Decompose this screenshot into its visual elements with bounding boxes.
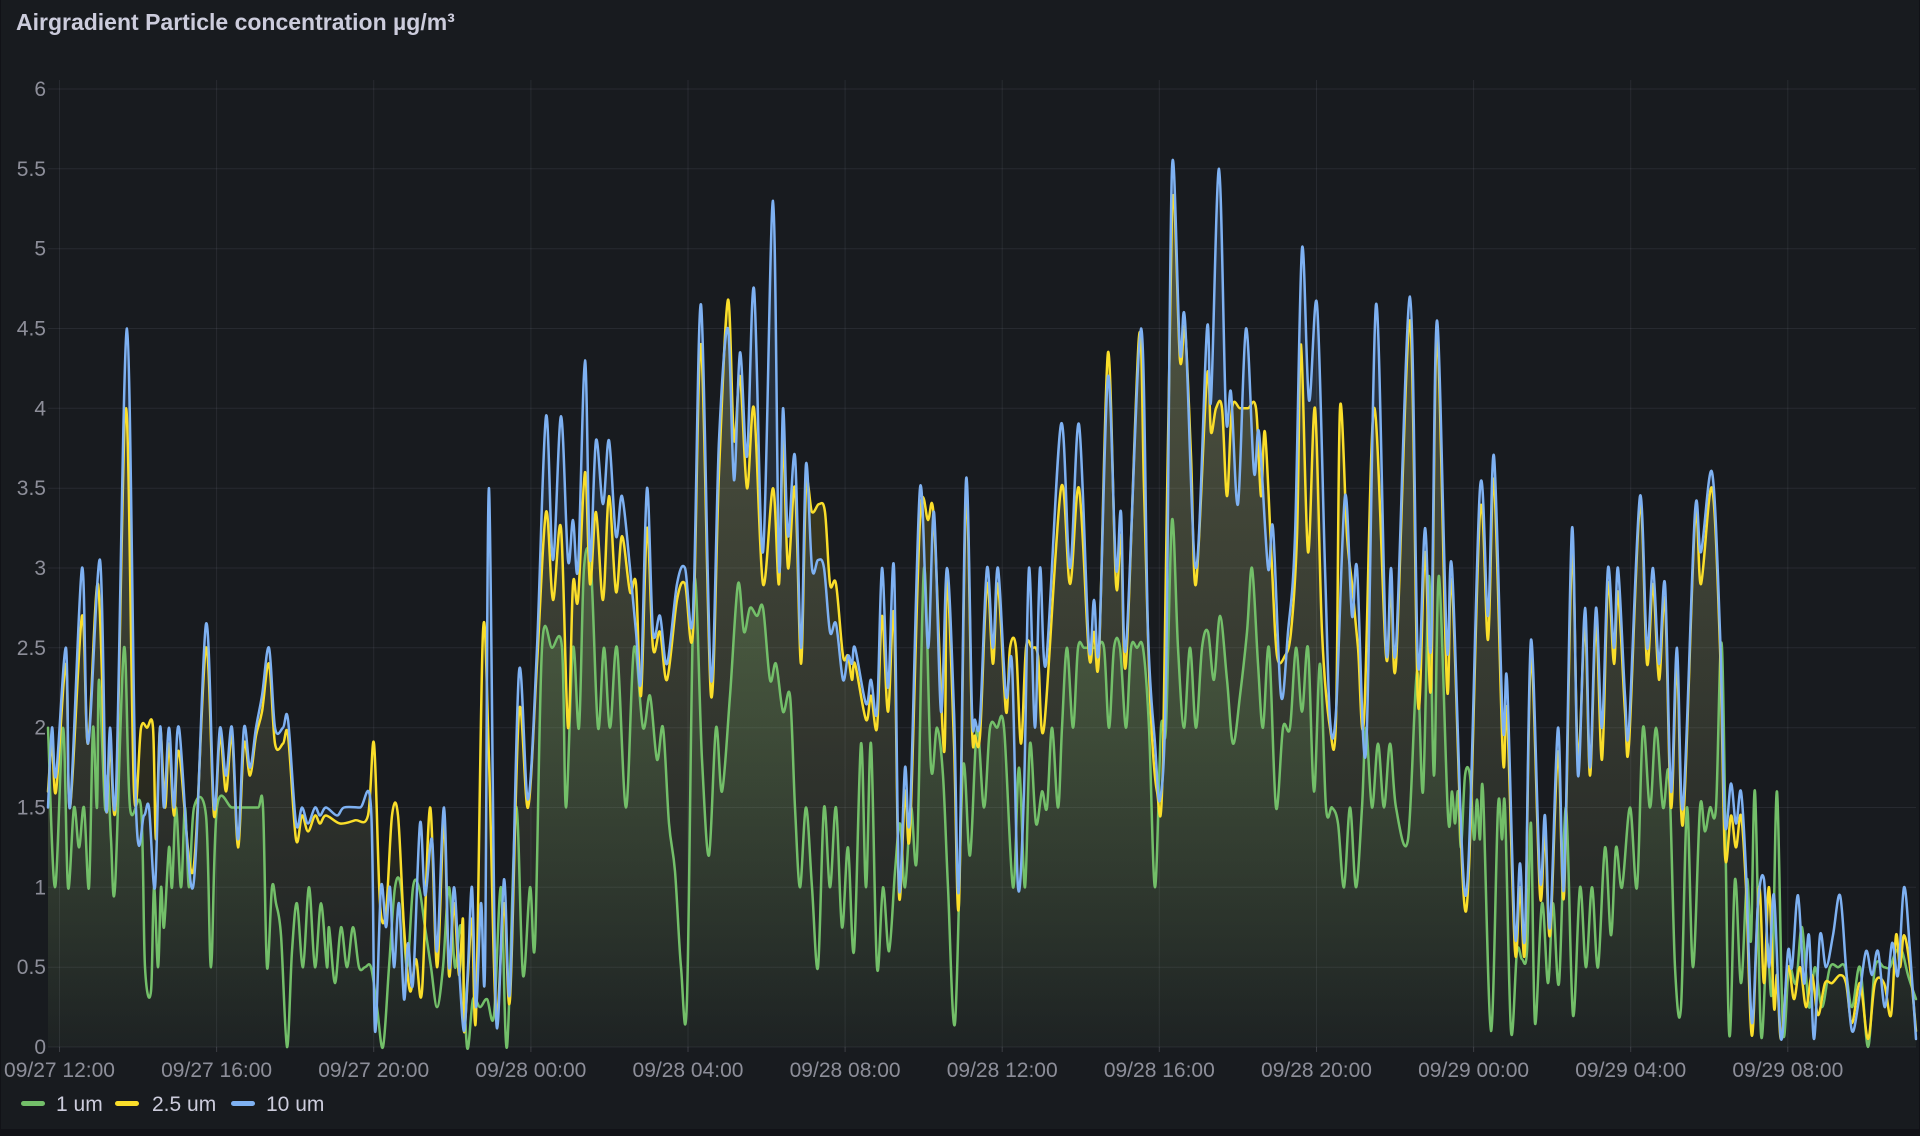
svg-text:4.5: 4.5 — [17, 318, 46, 341]
svg-text:6: 6 — [34, 78, 46, 101]
svg-text:4: 4 — [34, 397, 46, 420]
svg-text:09/27 16:00: 09/27 16:00 — [161, 1059, 272, 1082]
svg-text:10 um: 10 um — [266, 1093, 324, 1116]
svg-text:1: 1 — [34, 876, 46, 899]
svg-text:3.5: 3.5 — [17, 477, 46, 500]
svg-text:Airgradient Particle concentra: Airgradient Particle concentration µg/m³ — [16, 9, 455, 35]
svg-text:0: 0 — [34, 1036, 46, 1059]
svg-text:09/28 20:00: 09/28 20:00 — [1261, 1059, 1372, 1082]
svg-text:09/27 20:00: 09/27 20:00 — [318, 1059, 429, 1082]
svg-text:09/29 08:00: 09/29 08:00 — [1732, 1059, 1843, 1082]
svg-text:09/28 16:00: 09/28 16:00 — [1104, 1059, 1215, 1082]
svg-text:09/29 04:00: 09/29 04:00 — [1575, 1059, 1686, 1082]
svg-text:09/28 08:00: 09/28 08:00 — [790, 1059, 901, 1082]
svg-text:2.5: 2.5 — [17, 637, 46, 660]
svg-text:09/29 00:00: 09/29 00:00 — [1418, 1059, 1529, 1082]
svg-text:09/28 00:00: 09/28 00:00 — [475, 1059, 586, 1082]
svg-text:09/27 12:00: 09/27 12:00 — [4, 1059, 115, 1082]
svg-text:09/28 04:00: 09/28 04:00 — [633, 1059, 744, 1082]
svg-text:3: 3 — [34, 557, 46, 580]
svg-text:5: 5 — [34, 238, 46, 261]
svg-text:1 um: 1 um — [56, 1093, 103, 1116]
svg-text:1.5: 1.5 — [17, 797, 46, 820]
svg-text:5.5: 5.5 — [17, 158, 46, 181]
svg-text:2.5 um: 2.5 um — [152, 1093, 216, 1116]
svg-text:0.5: 0.5 — [17, 956, 46, 979]
svg-text:09/28 12:00: 09/28 12:00 — [947, 1059, 1058, 1082]
svg-text:2: 2 — [34, 717, 46, 740]
